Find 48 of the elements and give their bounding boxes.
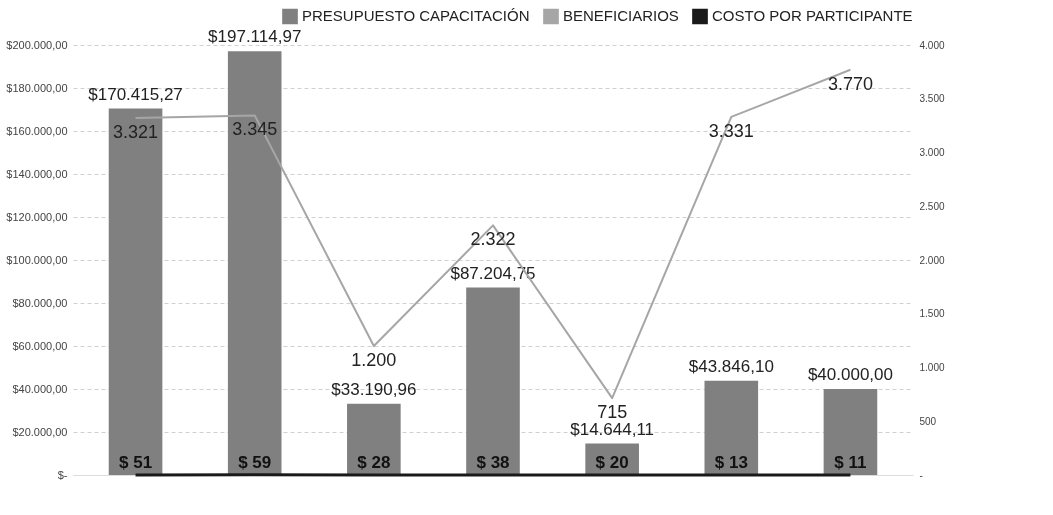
data-label: $40.000,00 bbox=[807, 365, 893, 384]
y-tick-label: $100.000,00 bbox=[6, 253, 68, 266]
data-label: $ 20 bbox=[595, 452, 629, 472]
y-tick-label: $180.000,00 bbox=[6, 81, 68, 94]
y2-tick-label: 1.000 bbox=[919, 362, 945, 373]
y-tick-label: $20.000,00 bbox=[12, 425, 68, 438]
y-tick-label: $120.000,00 bbox=[6, 210, 68, 223]
data-label: $43.846,10 bbox=[688, 356, 774, 376]
data-label: 3.770 bbox=[827, 73, 873, 94]
data-label: $87.204,75 bbox=[450, 263, 536, 283]
data-label: 3.321 bbox=[113, 121, 159, 142]
data-label: 3.345 bbox=[232, 119, 278, 140]
bar bbox=[466, 287, 520, 475]
y2-tick-label: 2.000 bbox=[919, 254, 945, 266]
y-tick-label: $80.000,00 bbox=[12, 296, 68, 309]
bar bbox=[227, 51, 282, 475]
legend-label: BENEFICIARIOS bbox=[563, 7, 679, 25]
y-tick-label: $- bbox=[57, 468, 68, 481]
data-label: $ 28 bbox=[357, 452, 391, 472]
bar bbox=[704, 380, 759, 475]
y2-tick-label: 3.500 bbox=[919, 93, 945, 105]
legend-label: PRESUPUESTO CAPACITACIÓN bbox=[302, 7, 530, 25]
y-tick-label: $40.000,00 bbox=[12, 382, 68, 395]
data-label: $33.190,96 bbox=[331, 379, 417, 399]
y2-tick-label: 2.500 bbox=[919, 200, 945, 212]
data-label: $ 51 bbox=[119, 452, 153, 472]
data-label: $197.114,97 bbox=[208, 27, 302, 47]
y2-tick-label: 500 bbox=[919, 415, 937, 427]
data-label: 2.322 bbox=[470, 229, 516, 250]
bar bbox=[108, 108, 163, 475]
bar bbox=[347, 403, 401, 475]
data-label: $ 11 bbox=[834, 452, 867, 472]
y2-tick-label: 3.000 bbox=[919, 147, 945, 158]
y2-tick-label: 1.500 bbox=[919, 308, 945, 320]
y2-tick-label: - bbox=[919, 469, 923, 481]
y-tick-label: $60.000,00 bbox=[12, 339, 68, 352]
legend-label: COSTO POR PARTICIPANTE bbox=[712, 7, 913, 25]
data-label: $170.415,27 bbox=[88, 84, 183, 104]
data-label: $ 59 bbox=[238, 452, 272, 472]
y2-tick-label: 4.000 bbox=[919, 39, 945, 51]
data-label: 1.200 bbox=[351, 350, 397, 370]
data-label: $ 38 bbox=[476, 452, 510, 472]
y-tick-label: $140.000,00 bbox=[6, 167, 68, 180]
bar bbox=[823, 389, 878, 475]
data-label: $ 13 bbox=[714, 452, 748, 472]
y-tick-label: $200.000,00 bbox=[6, 38, 68, 51]
y-tick-label: $160.000,00 bbox=[6, 124, 68, 137]
data-label: 3.331 bbox=[708, 120, 754, 141]
